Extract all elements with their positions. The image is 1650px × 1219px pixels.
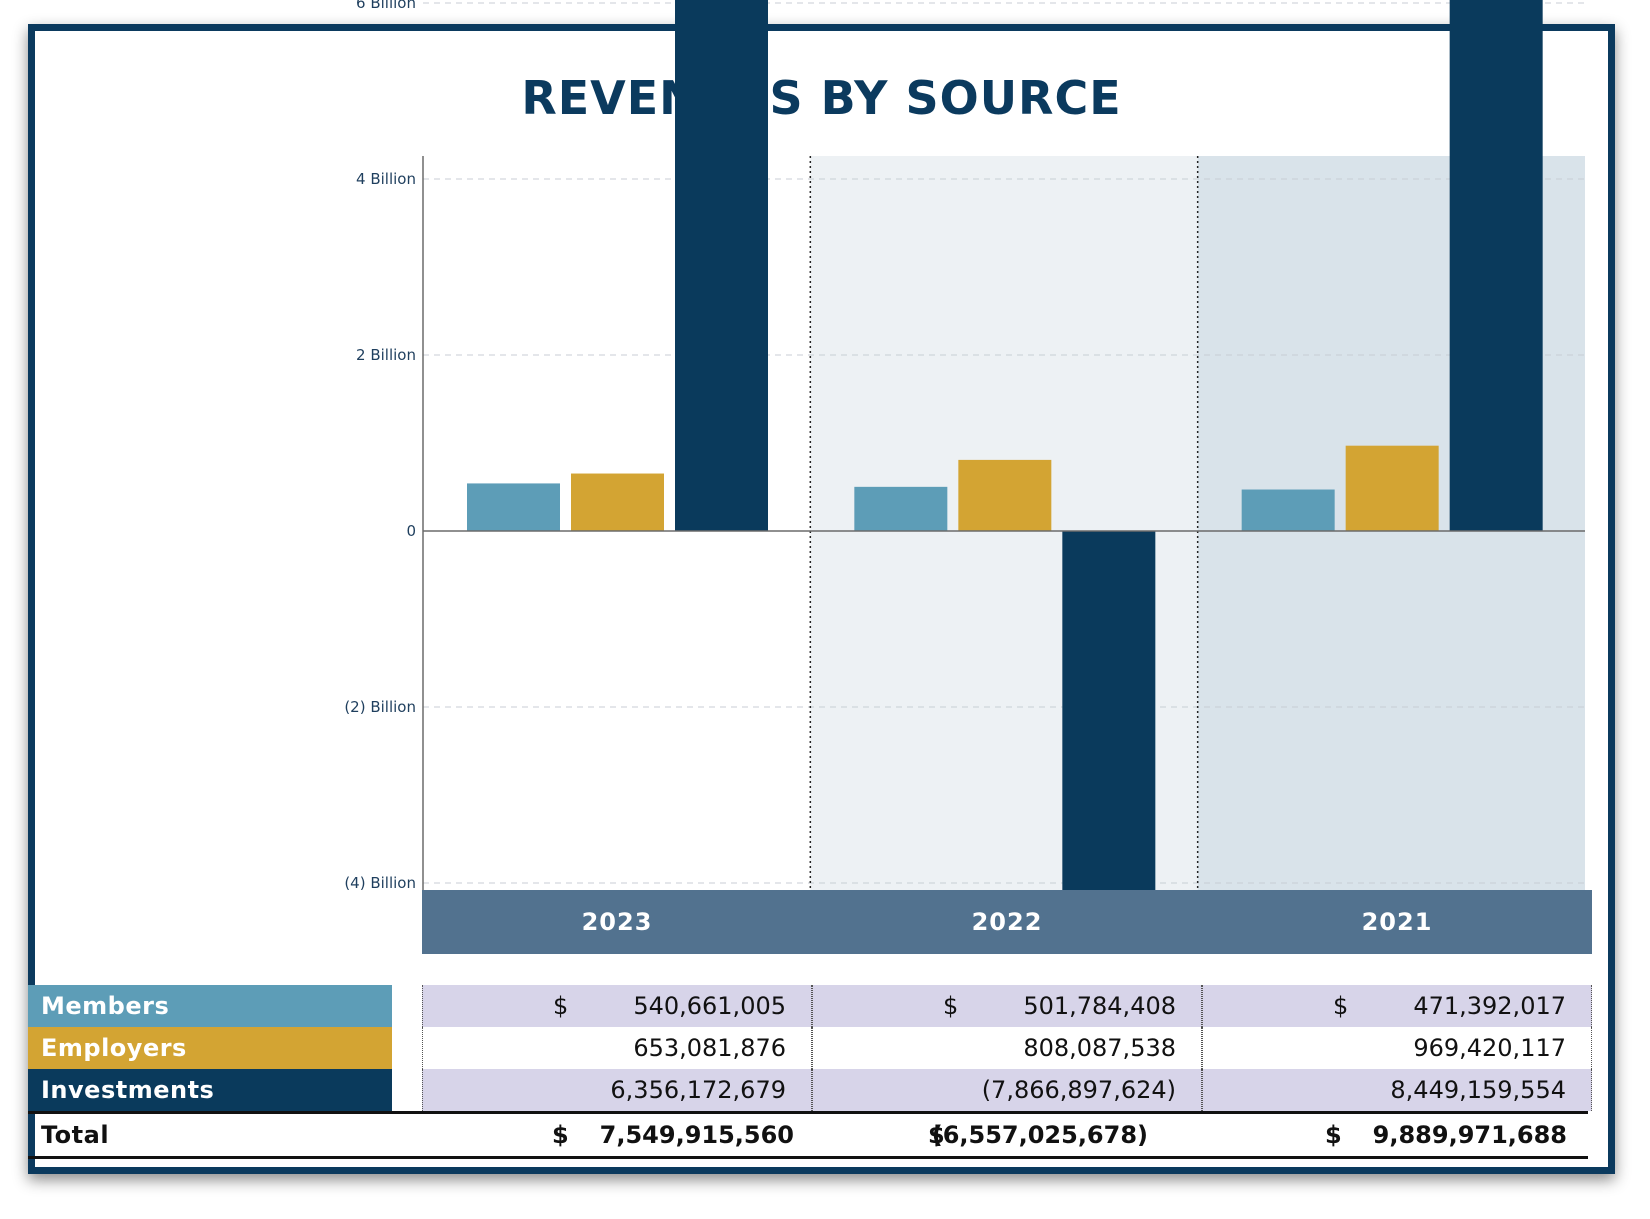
cell-employers-2021: 969,420,117	[1202, 1027, 1592, 1069]
cell-investments-2021: 8,449,159,554	[1202, 1069, 1592, 1111]
cell-value: 540,661,005	[633, 992, 786, 1020]
cell-investments-2023: 6,356,172,679	[422, 1069, 812, 1111]
y-tick-label: 6 Billion	[356, 0, 416, 12]
bar-members-2021	[1241, 489, 1335, 531]
cell-employers-2023: 653,081,876	[422, 1027, 812, 1069]
y-tick-label: (2) Billion	[344, 698, 416, 716]
table-header-2023: 2023	[422, 890, 812, 954]
cell-investments-2022: (7,866,897,624)	[812, 1069, 1202, 1111]
bar-employers-2023	[571, 473, 664, 531]
currency-symbol: $	[552, 1121, 569, 1149]
currency-symbol: $	[928, 1121, 945, 1149]
table-header-2021: 2021	[1202, 890, 1592, 954]
table-row-investments: Investments 6,356,172,679 (7,866,897,624…	[28, 1069, 1592, 1114]
cell-value: 8,449,159,554	[1390, 1076, 1566, 1104]
bar-members-2023	[467, 483, 560, 531]
cell-value: 471,392,017	[1413, 992, 1566, 1020]
cell-total-2021: $9,889,971,688	[1202, 1114, 1592, 1156]
row-label-members: Members	[28, 985, 392, 1027]
bar-employers-2021	[1345, 445, 1439, 531]
bar-employers-2022	[958, 459, 1052, 531]
cell-value: (6,557,025,678)	[931, 1121, 1148, 1149]
row-label-investments: Investments	[28, 1069, 392, 1111]
currency-symbol: $	[1325, 1121, 1342, 1149]
y-tick-label: 2 Billion	[356, 346, 416, 364]
cell-members-2022: $501,784,408	[812, 985, 1202, 1027]
cell-value: 653,081,876	[633, 1034, 786, 1062]
table-row-employers: Employers 653,081,876 808,087,538 969,42…	[28, 1027, 1592, 1069]
cell-value: 969,420,117	[1413, 1034, 1566, 1062]
currency-symbol: $	[943, 992, 959, 1020]
cell-members-2021: $471,392,017	[1202, 985, 1592, 1027]
cell-value: (7,866,897,624)	[981, 1076, 1176, 1104]
y-tick-label: 0	[406, 522, 416, 540]
chart-title: REVENUES BY SOURCE	[521, 71, 1122, 125]
bar-investments-2022	[1062, 531, 1156, 900]
cell-employers-2022: 808,087,538	[812, 1027, 1202, 1069]
cell-total-2023: $7,549,915,560	[422, 1114, 812, 1156]
cell-value: 808,087,538	[1023, 1034, 1176, 1062]
cell-value: 501,784,408	[1023, 992, 1176, 1020]
row-label-employers: Employers	[28, 1027, 392, 1069]
bar-investments-2021	[1449, 0, 1543, 532]
table-row-members: Members $540,661,005 $501,784,408 $471,3…	[28, 985, 1592, 1027]
cell-total-2022: $ (6,557,025,678)	[812, 1114, 1202, 1156]
table-header-2022: 2022	[812, 890, 1202, 954]
row-label-total: Total	[41, 1121, 110, 1149]
table-row-total: Total $7,549,915,560 $ (6,557,025,678) $9…	[28, 1114, 1588, 1159]
y-tick-label: 4 Billion	[356, 170, 416, 188]
cell-value: 6,356,172,679	[610, 1076, 786, 1104]
cell-value: 7,549,915,560	[599, 1121, 794, 1149]
bar-members-2022	[854, 486, 948, 531]
currency-symbol: $	[1333, 992, 1349, 1020]
cell-members-2023: $540,661,005	[422, 985, 812, 1027]
cell-value: 9,889,971,688	[1372, 1121, 1567, 1149]
bar-investments-2023	[675, 0, 768, 532]
currency-symbol: $	[553, 992, 569, 1020]
y-tick-label: (4) Billion	[344, 874, 416, 892]
